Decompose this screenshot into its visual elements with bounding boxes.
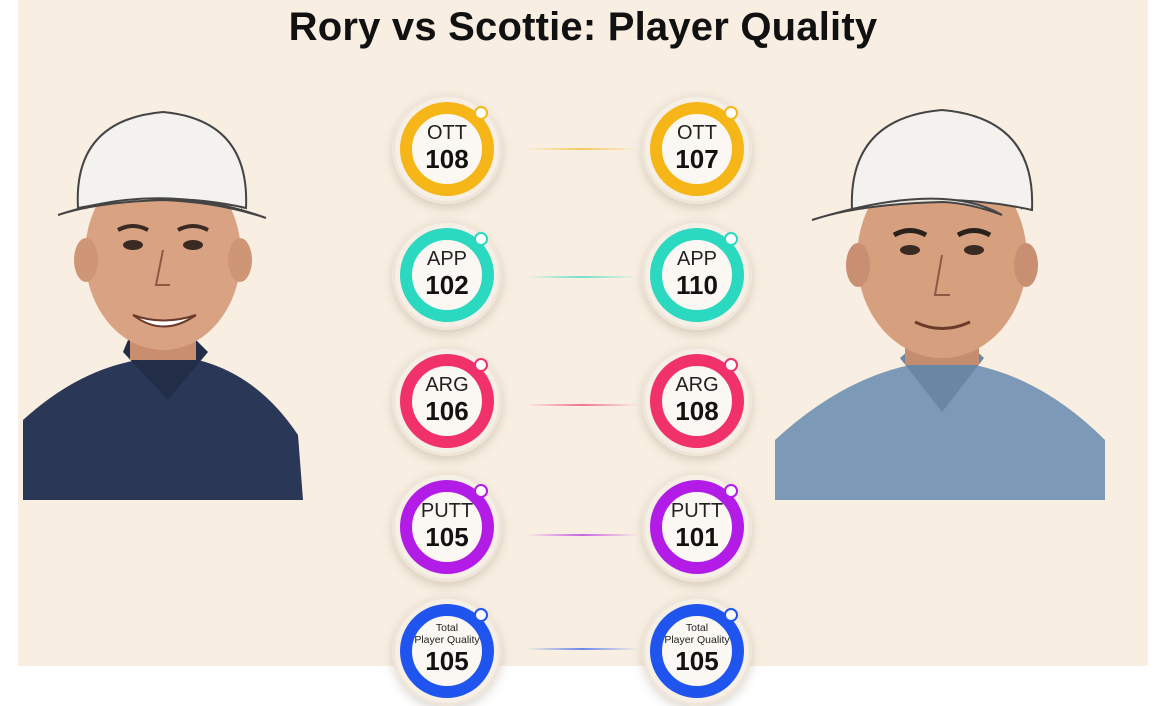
ring-marker-icon bbox=[724, 106, 738, 120]
scottie-putt-badge: PUTT 101 bbox=[642, 472, 752, 582]
metric-value: 108 bbox=[675, 396, 719, 426]
ring-marker-icon bbox=[724, 608, 738, 622]
metric-value: 105 bbox=[675, 646, 719, 676]
metric-label: APP bbox=[426, 248, 468, 270]
page-title: Rory vs Scottie: Player Quality bbox=[288, 5, 878, 49]
metric-value: 107 bbox=[675, 144, 719, 174]
scottie-app-badge: APP 110 bbox=[642, 220, 752, 330]
rory-app-badge: APP 102 bbox=[392, 220, 502, 330]
metric-label: OTT bbox=[677, 122, 717, 144]
rory-putt-badge: PUTT 105 bbox=[392, 472, 502, 582]
metric-label-line1: Total bbox=[435, 622, 459, 634]
metric-label: PUTT bbox=[670, 500, 724, 522]
metric-label: ARG bbox=[425, 374, 469, 396]
scottie-portrait bbox=[775, 108, 1105, 500]
metric-label-line1: Total bbox=[685, 622, 709, 634]
rory-arg-badge: ARG 106 bbox=[392, 346, 502, 456]
metric-label: OTT bbox=[427, 122, 467, 144]
ring-marker-icon bbox=[724, 358, 738, 372]
ring-marker-icon bbox=[474, 358, 488, 372]
metric-value: 102 bbox=[425, 270, 469, 300]
metric-value: 105 bbox=[425, 522, 469, 552]
metric-value: 101 bbox=[675, 522, 719, 552]
metric-value: 105 bbox=[425, 646, 469, 676]
ring bbox=[400, 102, 494, 196]
connector-putt bbox=[526, 534, 638, 536]
rory-total-badge: Total Player Quality 105 bbox=[392, 596, 502, 706]
scottie-ott-badge: OTT 107 bbox=[642, 94, 752, 204]
metric-label: APP bbox=[676, 248, 718, 270]
rory-portrait bbox=[23, 110, 303, 500]
ring-marker-icon bbox=[474, 232, 488, 246]
metric-value: 106 bbox=[425, 396, 469, 426]
metric-label: Total Player Quality bbox=[642, 622, 752, 646]
connector-total bbox=[526, 648, 638, 650]
metric-value: 110 bbox=[676, 270, 718, 300]
ring-marker-icon bbox=[724, 484, 738, 498]
ring-marker-icon bbox=[474, 106, 488, 120]
metric-label-line2: Player Quality bbox=[414, 634, 480, 646]
scottie-total-badge: Total Player Quality 105 bbox=[642, 596, 752, 706]
connector-app bbox=[526, 276, 638, 278]
ring-marker-icon bbox=[724, 232, 738, 246]
metric-label: ARG bbox=[675, 374, 719, 396]
connector-arg bbox=[526, 404, 638, 406]
connector-ott bbox=[526, 148, 638, 150]
ring-marker-icon bbox=[474, 608, 488, 622]
metric-label-line2: Player Quality bbox=[664, 634, 730, 646]
metric-label: Total Player Quality bbox=[392, 622, 502, 646]
metric-value: 108 bbox=[425, 144, 469, 174]
scottie-arg-badge: ARG 108 bbox=[642, 346, 752, 456]
rory-ott-badge: OTT 108 bbox=[392, 94, 502, 204]
ring-marker-icon bbox=[474, 484, 488, 498]
metric-label: PUTT bbox=[420, 500, 474, 522]
